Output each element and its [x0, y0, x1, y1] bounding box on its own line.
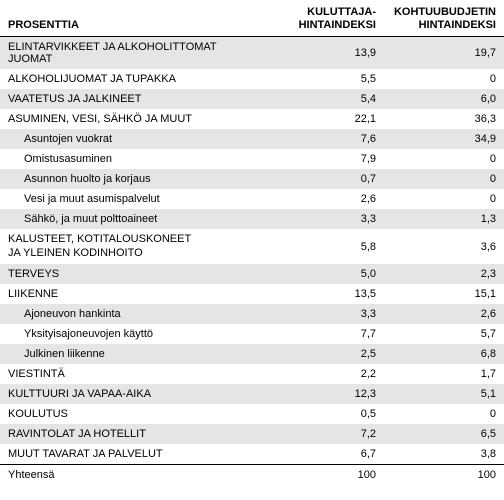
row-value-2: 3,8	[384, 444, 504, 465]
row-value-1: 5,4	[264, 89, 384, 109]
row-value-1: 0,5	[264, 404, 384, 424]
table-row: VIESTINTÄ2,21,7	[0, 364, 504, 384]
table-row: Omistusasuminen7,90	[0, 149, 504, 169]
row-value-1: 7,2	[264, 424, 384, 444]
row-label: KULTTUURI JA VAPAA-AIKA	[0, 384, 264, 404]
table-row: Yksityisajoneuvojen käyttö7,75,7	[0, 324, 504, 344]
row-value-1: 3,3	[264, 304, 384, 324]
row-label: LIIKENNE	[0, 284, 264, 304]
header-row: PROSENTTIA KULUTTAJA-HINTAINDEKSI KOHTUU…	[0, 0, 504, 37]
row-value-1: 7,9	[264, 149, 384, 169]
row-label: KALUSTEET, KOTITALOUSKONEETJA YLEINEN KO…	[0, 229, 264, 263]
col-label-kuluttaja: KULUTTAJA-HINTAINDEKSI	[264, 0, 384, 37]
table-row: Sähkö, ja muut polttoaineet3,31,3	[0, 209, 504, 229]
row-label: Yksityisajoneuvojen käyttö	[0, 324, 264, 344]
row-label: Asuntojen vuokrat	[0, 129, 264, 149]
row-value-1: 6,7	[264, 444, 384, 465]
table-row: Asunnon huolto ja korjaus0,70	[0, 169, 504, 189]
row-label: Julkinen liikenne	[0, 344, 264, 364]
table-row: Julkinen liikenne2,56,8	[0, 344, 504, 364]
col-label-kohtuu: KOHTUUBUDJETINHINTAINDEKSI	[384, 0, 504, 37]
col-label-prosenttia: PROSENTTIA	[0, 0, 264, 37]
table-row: KALUSTEET, KOTITALOUSKONEETJA YLEINEN KO…	[0, 229, 504, 263]
row-value-2: 0	[384, 189, 504, 209]
table-row: LIIKENNE13,515,1	[0, 284, 504, 304]
row-value-2: 34,9	[384, 129, 504, 149]
row-value-1: 0,7	[264, 169, 384, 189]
price-index-table: PROSENTTIA KULUTTAJA-HINTAINDEKSI KOHTUU…	[0, 0, 504, 485]
row-value-1: 13,9	[264, 37, 384, 70]
row-value-1: 12,3	[264, 384, 384, 404]
row-value-1: 2,6	[264, 189, 384, 209]
row-value-1: 5,0	[264, 264, 384, 284]
row-value-2: 5,7	[384, 324, 504, 344]
row-value-1: 3,3	[264, 209, 384, 229]
row-label: TERVEYS	[0, 264, 264, 284]
row-value-1: 13,5	[264, 284, 384, 304]
table-row: Ajoneuvon hankinta3,32,6	[0, 304, 504, 324]
row-value-2: 2,3	[384, 264, 504, 284]
row-value-2: 1,7	[384, 364, 504, 384]
row-value-2: 0	[384, 169, 504, 189]
row-value-2: 0	[384, 69, 504, 89]
row-value-2: 15,1	[384, 284, 504, 304]
row-value-1: 5,8	[264, 229, 384, 263]
row-value-2: 19,7	[384, 37, 504, 70]
row-label: Asunnon huolto ja korjaus	[0, 169, 264, 189]
row-label: ELINTARVIKKEET JA ALKOHOLITTOMAT JUOMAT	[0, 37, 264, 70]
row-value-2: 36,3	[384, 109, 504, 129]
row-value-2: 3,6	[384, 229, 504, 263]
table-row: Vesi ja muut asumispalvelut2,60	[0, 189, 504, 209]
row-label: Vesi ja muut asumispalvelut	[0, 189, 264, 209]
row-value-2: 6,8	[384, 344, 504, 364]
row-label: ASUMINEN, VESI, SÄHKÖ JA MUUT	[0, 109, 264, 129]
table-row: MUUT TAVARAT JA PALVELUT6,73,8	[0, 444, 504, 465]
row-value-2: 6,5	[384, 424, 504, 444]
row-label: Ajoneuvon hankinta	[0, 304, 264, 324]
row-label: MUUT TAVARAT JA PALVELUT	[0, 444, 264, 465]
row-value-1: 7,7	[264, 324, 384, 344]
table-row: TERVEYS5,02,3	[0, 264, 504, 284]
row-label: VAATETUS JA JALKINEET	[0, 89, 264, 109]
row-value-1: 2,5	[264, 344, 384, 364]
row-value-2: 0	[384, 149, 504, 169]
row-label: Omistusasuminen	[0, 149, 264, 169]
table-row: VAATETUS JA JALKINEET5,46,0	[0, 89, 504, 109]
row-label: Sähkö, ja muut polttoaineet	[0, 209, 264, 229]
row-value-2: 0	[384, 404, 504, 424]
table-row: ELINTARVIKKEET JA ALKOHOLITTOMAT JUOMAT1…	[0, 37, 504, 70]
row-label: ALKOHOLIJUOMAT JA TUPAKKA	[0, 69, 264, 89]
row-label: RAVINTOLAT JA HOTELLIT	[0, 424, 264, 444]
row-value-1: 5,5	[264, 69, 384, 89]
table-row: ALKOHOLIJUOMAT JA TUPAKKA5,50	[0, 69, 504, 89]
row-value-1: 7,6	[264, 129, 384, 149]
total-value-1: 100	[264, 464, 384, 485]
row-value-2: 5,1	[384, 384, 504, 404]
row-label: VIESTINTÄ	[0, 364, 264, 384]
table-row: ASUMINEN, VESI, SÄHKÖ JA MUUT22,136,3	[0, 109, 504, 129]
row-value-1: 2,2	[264, 364, 384, 384]
table-row: RAVINTOLAT JA HOTELLIT7,26,5	[0, 424, 504, 444]
table-row: KULTTUURI JA VAPAA-AIKA12,35,1	[0, 384, 504, 404]
total-label: Yhteensä	[0, 464, 264, 485]
row-value-2: 2,6	[384, 304, 504, 324]
row-value-2: 1,3	[384, 209, 504, 229]
row-label: KOULUTUS	[0, 404, 264, 424]
table-row: KOULUTUS0,50	[0, 404, 504, 424]
row-value-1: 22,1	[264, 109, 384, 129]
total-value-2: 100	[384, 464, 504, 485]
row-value-2: 6,0	[384, 89, 504, 109]
table-row: Asuntojen vuokrat7,634,9	[0, 129, 504, 149]
total-row: Yhteensä100100	[0, 464, 504, 485]
